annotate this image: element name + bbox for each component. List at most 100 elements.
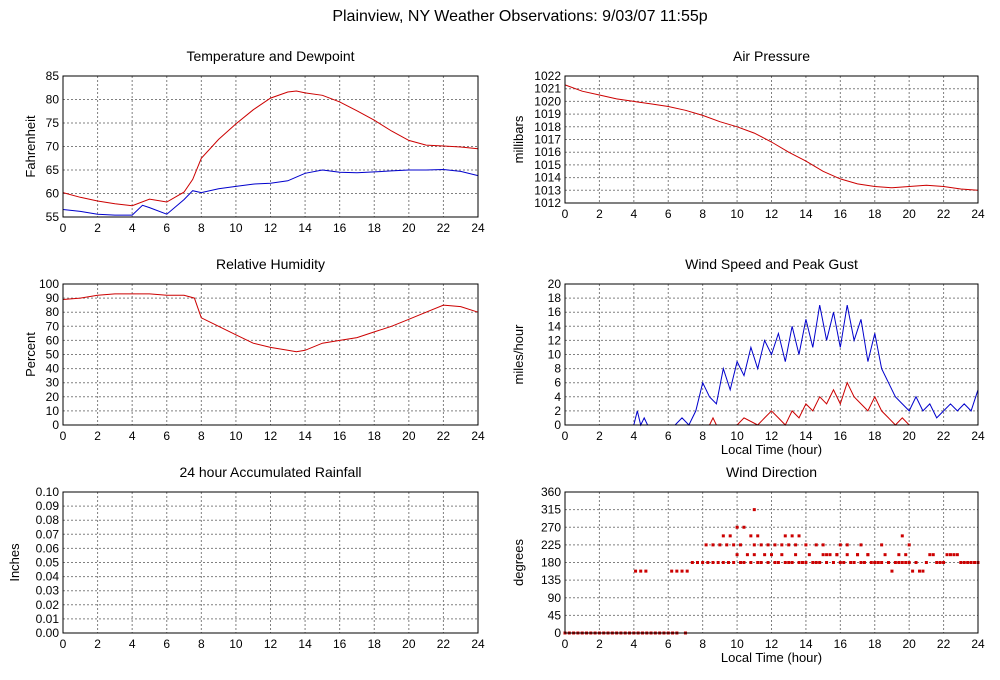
data-point [890, 569, 894, 573]
y-tick-label: 0 [554, 418, 561, 432]
x-tick-label: 4 [129, 429, 136, 443]
data-point [800, 561, 804, 564]
data-point [917, 569, 921, 573]
x-tick-label: 6 [665, 207, 672, 221]
x-tick-label: 16 [834, 207, 848, 221]
data-point [773, 543, 777, 547]
y-tick-label: 4 [554, 390, 561, 404]
data-point [794, 553, 798, 557]
x-tick-label: 16 [333, 429, 347, 443]
x-tick-label: 2 [94, 637, 101, 651]
data-point [821, 553, 825, 557]
data-point [794, 543, 798, 547]
y-tick-label: 55 [46, 210, 60, 224]
y-tick-label: 0.10 [36, 485, 60, 499]
y-tick-label: 65 [46, 163, 60, 177]
data-point [818, 561, 822, 564]
y-tick-label: 45 [548, 608, 562, 622]
panel-direction: 0 2 4 6 8 10 12 14 16 18 20 22 240459013518022527031… [511, 464, 985, 665]
data-point [790, 561, 794, 564]
data-point [752, 508, 756, 512]
y-tick-label: 90 [548, 591, 562, 605]
data-point [859, 543, 863, 547]
y-tick-label: 20 [548, 277, 562, 291]
y-tick-label: 0 [554, 626, 561, 640]
x-tick-label: 20 [902, 637, 916, 651]
x-tick-label: 16 [333, 221, 347, 235]
x-tick-label: 14 [799, 637, 813, 651]
y-axis-label: Fahrenheit [23, 115, 38, 178]
x-tick-label: 4 [129, 637, 136, 651]
data-point [639, 569, 643, 573]
y-tick-label: 180 [541, 556, 561, 570]
data-point [787, 543, 791, 547]
data-point [696, 561, 700, 564]
data-point [685, 569, 689, 573]
y-tick-label: 90 [46, 291, 60, 305]
data-point [828, 553, 832, 557]
x-tick-label: 6 [665, 429, 672, 443]
data-point [644, 569, 648, 573]
y-tick-label: 270 [541, 520, 561, 534]
plot-frame [62, 491, 479, 634]
data-point [759, 561, 763, 564]
plot-frame [564, 75, 979, 204]
x-tick-label: 20 [402, 637, 416, 651]
plot-frame [564, 491, 979, 634]
y-tick-label: 0.07 [36, 527, 60, 541]
x-tick-label: 2 [596, 637, 603, 651]
data-point [670, 569, 674, 573]
y-tick-label: 100 [39, 277, 59, 291]
x-tick-label: 2 [596, 207, 603, 221]
x-tick-label: 22 [937, 429, 951, 443]
data-point [728, 534, 732, 538]
data-point [732, 561, 736, 564]
y-tick-label: 50 [46, 348, 60, 362]
chart-title: Air Pressure [733, 48, 810, 64]
y-tick-label: 12 [548, 333, 562, 347]
data-point [742, 561, 746, 564]
data-point [887, 561, 891, 564]
data-point [921, 569, 925, 573]
data-point [752, 553, 756, 557]
data-point [900, 534, 904, 538]
y-axis-label: millibars [511, 115, 526, 163]
y-tick-label: 40 [46, 362, 60, 376]
x-tick-label: 10 [730, 207, 744, 221]
data-point [900, 561, 904, 564]
data-point [966, 561, 970, 564]
y-tick-label: 0.00 [36, 626, 60, 640]
x-tick-label: 6 [163, 637, 170, 651]
x-tick-label: 12 [765, 637, 779, 651]
y-tick-label: 315 [541, 503, 561, 517]
x-tick-label: 20 [402, 429, 416, 443]
data-point [749, 534, 753, 538]
series-line-1 [564, 84, 979, 191]
data-point [973, 561, 977, 564]
data-point [718, 543, 722, 547]
data-point [880, 543, 884, 547]
x-tick-label: 24 [471, 429, 485, 443]
data-point [911, 569, 915, 573]
data-point [814, 543, 818, 547]
data-point [942, 561, 946, 564]
x-tick-label: 12 [765, 207, 779, 221]
x-tick-label: 8 [198, 429, 205, 443]
data-point [935, 561, 939, 564]
x-tick-label: 4 [129, 221, 136, 235]
y-tick-label: 0.04 [36, 570, 60, 584]
data-point [783, 561, 787, 564]
data-point [780, 553, 784, 557]
data-point [845, 553, 849, 557]
x-axis-label: Local Time (hour) [721, 650, 822, 665]
data-point [928, 553, 932, 557]
data-point [831, 561, 835, 564]
data-point [745, 553, 749, 557]
y-tick-label: 1012 [534, 196, 561, 210]
data-point [807, 553, 811, 557]
x-tick-label: 18 [868, 429, 882, 443]
data-point [763, 553, 767, 557]
series-line-2 [62, 168, 479, 216]
x-tick-label: 2 [596, 429, 603, 443]
y-tick-label: 1020 [534, 94, 561, 108]
